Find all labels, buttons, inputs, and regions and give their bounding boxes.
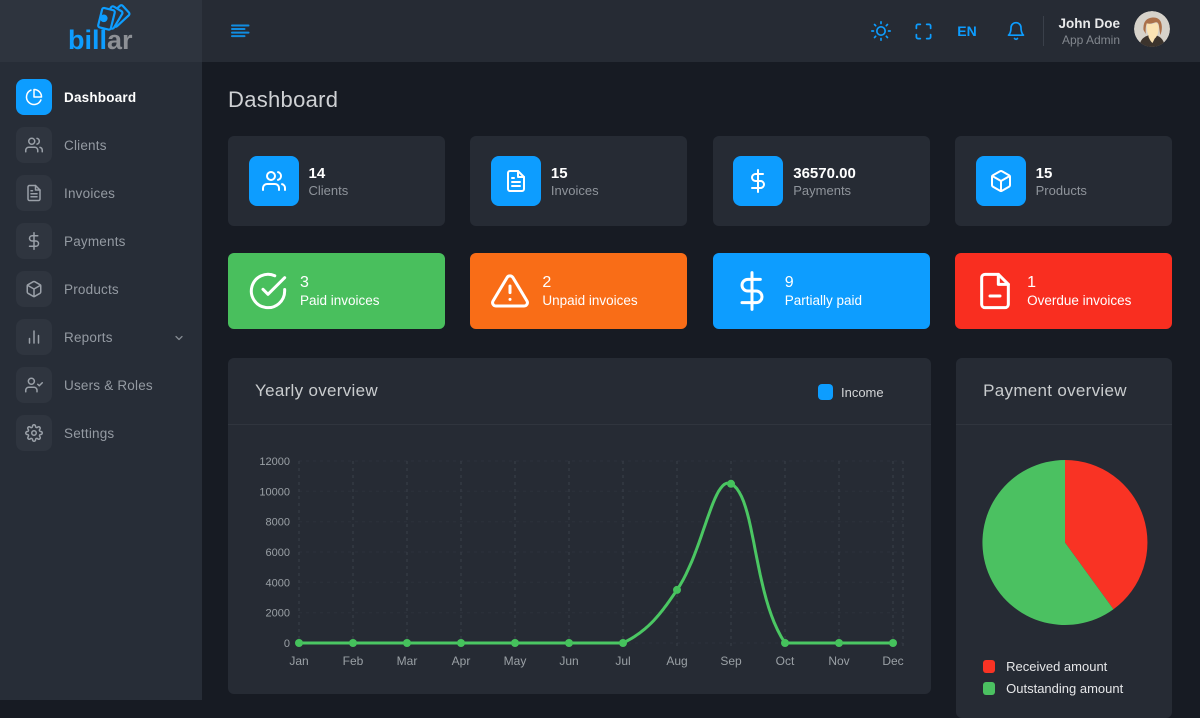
svg-text:Sep: Sep bbox=[720, 654, 742, 668]
svg-text:12000: 12000 bbox=[259, 456, 290, 468]
svg-text:ar: ar bbox=[107, 25, 133, 55]
svg-text:Aug: Aug bbox=[666, 654, 687, 668]
svg-text:Dec: Dec bbox=[882, 654, 903, 668]
svg-text:Nov: Nov bbox=[828, 654, 849, 668]
svg-text:10000: 10000 bbox=[259, 486, 290, 498]
svg-text:Feb: Feb bbox=[343, 654, 364, 668]
svg-text:Jan: Jan bbox=[289, 654, 308, 668]
svg-text:Apr: Apr bbox=[452, 654, 471, 668]
svg-text:bill: bill bbox=[68, 25, 107, 55]
svg-text:4000: 4000 bbox=[266, 577, 290, 589]
svg-text:2000: 2000 bbox=[266, 608, 290, 620]
svg-text:Jul: Jul bbox=[615, 654, 630, 668]
svg-text:Mar: Mar bbox=[397, 654, 418, 668]
svg-text:0: 0 bbox=[284, 638, 290, 650]
svg-text:Jun: Jun bbox=[559, 654, 578, 668]
svg-text:Oct: Oct bbox=[776, 654, 795, 668]
svg-text:6000: 6000 bbox=[266, 547, 290, 559]
svg-text:8000: 8000 bbox=[266, 517, 290, 529]
svg-text:May: May bbox=[504, 654, 527, 668]
